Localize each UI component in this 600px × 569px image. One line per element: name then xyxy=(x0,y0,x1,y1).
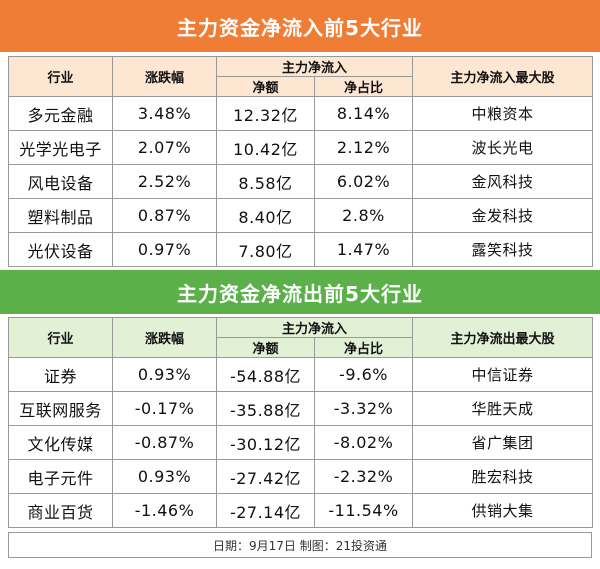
header-top-stock: 主力净流入最大股 xyxy=(412,56,594,97)
industry-cell: 光学光电子 xyxy=(8,130,113,165)
change-cell: -1.46% xyxy=(112,493,217,528)
change-cell: -0.17% xyxy=(112,391,217,426)
top-stock-cell: 中信证券 xyxy=(412,357,594,392)
net-amount-cell: -35.88亿 xyxy=(216,391,315,426)
net-amount-cell: 10.42亿 xyxy=(216,130,315,165)
net-amount-cell: -27.14亿 xyxy=(216,493,315,528)
header-industry: 行业 xyxy=(8,317,113,358)
header-net-group: 主力净流入 xyxy=(215,317,414,338)
header-change: 涨跌幅 xyxy=(112,56,217,97)
header-net-ratio: 净占比 xyxy=(313,337,414,358)
inflow-title: 主力资金净流入前5大行业 xyxy=(0,0,600,52)
net-ratio-cell: -2.32% xyxy=(313,459,414,494)
industry-cell: 风电设备 xyxy=(8,164,113,199)
inflow-table: 行业 涨跌幅 主力净流入 主力净流入最大股 净额 净占比 多元金融 3.48% … xyxy=(8,56,594,267)
top-stock-cell: 胜宏科技 xyxy=(412,459,594,494)
industry-cell: 电子元件 xyxy=(8,459,113,494)
top-stock-cell: 供销大集 xyxy=(412,493,594,528)
header-change: 涨跌幅 xyxy=(112,317,217,358)
top-stock-cell: 波长光电 xyxy=(412,130,594,165)
industry-cell: 塑料制品 xyxy=(8,198,113,233)
header-industry: 行业 xyxy=(8,56,113,97)
net-amount-cell: 8.58亿 xyxy=(216,164,315,199)
net-ratio-cell: -8.02% xyxy=(313,425,414,460)
net-ratio-cell: 2.12% xyxy=(313,130,414,165)
net-amount-cell: 8.40亿 xyxy=(216,198,315,233)
net-ratio-cell: 1.47% xyxy=(313,232,414,267)
net-ratio-cell: -3.32% xyxy=(313,391,414,426)
net-amount-cell: -30.12亿 xyxy=(216,425,315,460)
industry-cell: 文化传媒 xyxy=(8,425,113,460)
header-net-group: 主力净流入 xyxy=(215,56,414,77)
outflow-table: 行业 涨跌幅 主力净流入 主力净流出最大股 净额 净占比 证券 0.93% -5… xyxy=(8,317,594,528)
net-amount-cell: -27.42亿 xyxy=(216,459,315,494)
table-row: 互联网服务 -0.17% -35.88亿 -3.32% 华胜天成 xyxy=(8,391,594,426)
outflow-title: 主力资金净流出前5大行业 xyxy=(0,270,600,314)
table-row: 文化传媒 -0.87% -30.12亿 -8.02% 省广集团 xyxy=(8,425,594,460)
header-top-stock: 主力净流出最大股 xyxy=(412,317,594,358)
change-cell: 3.48% xyxy=(112,96,217,131)
net-ratio-cell: 6.02% xyxy=(313,164,414,199)
change-cell: 0.93% xyxy=(112,459,217,494)
top-stock-cell: 华胜天成 xyxy=(412,391,594,426)
header-net-amount: 净额 xyxy=(216,337,315,358)
net-ratio-cell: -11.54% xyxy=(313,493,414,528)
net-amount-cell: 7.80亿 xyxy=(216,232,315,267)
table-row: 电子元件 0.93% -27.42亿 -2.32% 胜宏科技 xyxy=(8,459,594,494)
industry-cell: 商业百货 xyxy=(8,493,113,528)
table-row: 商业百货 -1.46% -27.14亿 -11.54% 供销大集 xyxy=(8,493,594,528)
header-net-ratio: 净占比 xyxy=(313,76,414,97)
table-row: 塑料制品 0.87% 8.40亿 2.8% 金发科技 xyxy=(8,198,594,233)
table-row: 光伏设备 0.97% 7.80亿 1.47% 露笑科技 xyxy=(8,232,594,267)
industry-cell: 光伏设备 xyxy=(8,232,113,267)
industry-cell: 多元金融 xyxy=(8,96,113,131)
change-cell: 2.07% xyxy=(112,130,217,165)
top-stock-cell: 露笑科技 xyxy=(412,232,594,267)
header-net-amount: 净额 xyxy=(216,76,315,97)
net-amount-cell: 12.32亿 xyxy=(216,96,315,131)
footer-caption: 日期：9月17日 制图：21投资通 xyxy=(8,532,592,558)
change-cell: 0.87% xyxy=(112,198,217,233)
table-row: 多元金融 3.48% 12.32亿 8.14% 中粮资本 xyxy=(8,96,594,131)
change-cell: -0.87% xyxy=(112,425,217,460)
industry-cell: 证券 xyxy=(8,357,113,392)
net-ratio-cell: 8.14% xyxy=(313,96,414,131)
net-ratio-cell: 2.8% xyxy=(313,198,414,233)
net-amount-cell: -54.88亿 xyxy=(216,357,315,392)
table-row: 证券 0.93% -54.88亿 -9.6% 中信证券 xyxy=(8,357,594,392)
change-cell: 0.93% xyxy=(112,357,217,392)
table-row: 风电设备 2.52% 8.58亿 6.02% 金风科技 xyxy=(8,164,594,199)
top-stock-cell: 中粮资本 xyxy=(412,96,594,131)
top-stock-cell: 省广集团 xyxy=(412,425,594,460)
top-stock-cell: 金风科技 xyxy=(412,164,594,199)
net-ratio-cell: -9.6% xyxy=(313,357,414,392)
change-cell: 0.97% xyxy=(112,232,217,267)
top-stock-cell: 金发科技 xyxy=(412,198,594,233)
change-cell: 2.52% xyxy=(112,164,217,199)
industry-cell: 互联网服务 xyxy=(8,391,113,426)
table-row: 光学光电子 2.07% 10.42亿 2.12% 波长光电 xyxy=(8,130,594,165)
